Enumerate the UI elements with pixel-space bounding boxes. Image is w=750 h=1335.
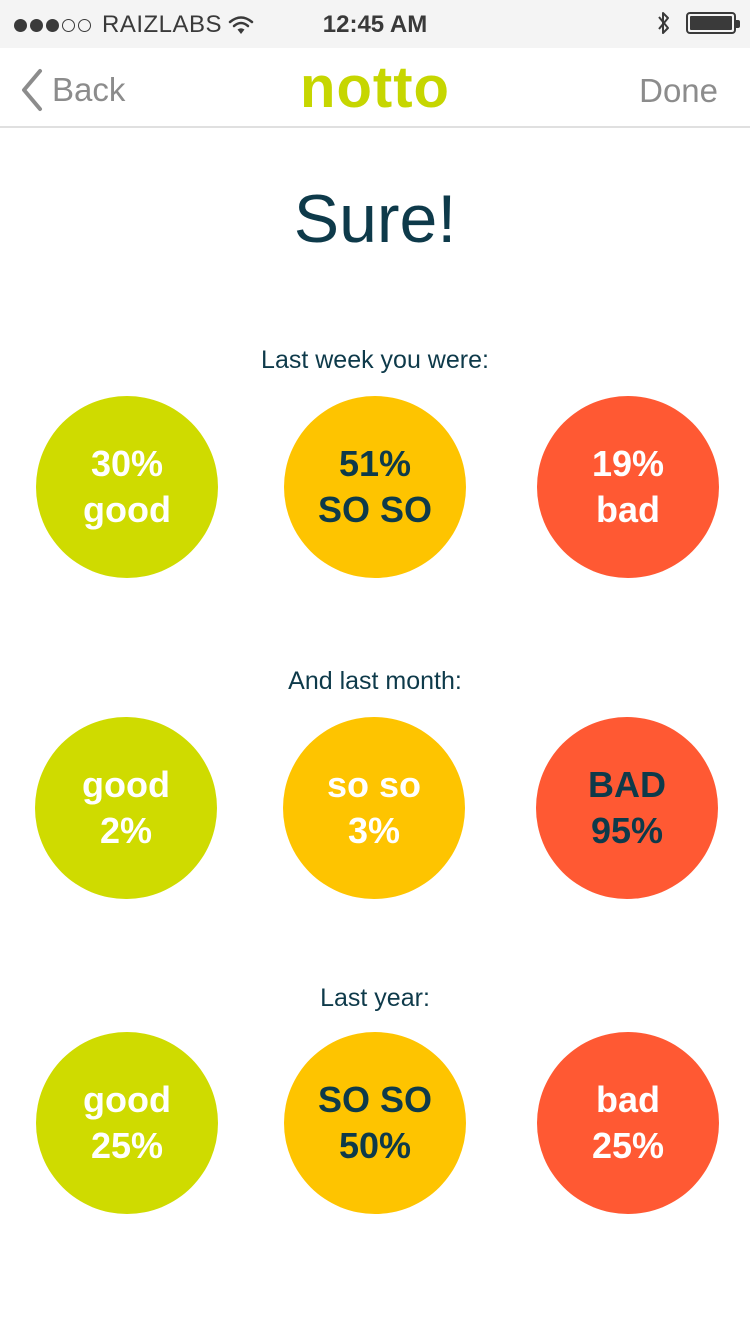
app-logo: notto — [300, 55, 450, 120]
battery-icon — [686, 12, 740, 34]
circle-line-2: 95% — [590, 810, 664, 851]
good-circle: 30% good — [36, 396, 218, 578]
circle-line-1: good — [83, 1079, 171, 1120]
section-label-last-week: Last week you were: — [261, 346, 489, 374]
status-left: RAIZLABS — [14, 11, 254, 39]
circle-line-1: BAD — [588, 764, 666, 805]
page-title: Sure! — [293, 181, 457, 257]
signal-dot — [78, 18, 91, 32]
soso-circle: so so 3% — [283, 717, 465, 899]
circle-line-1: 51% — [338, 443, 412, 484]
status-bar: RAIZLABS 12:45 AM — [0, 0, 750, 48]
circle-line-2: 3% — [347, 810, 401, 851]
signal-dot — [62, 18, 75, 32]
circle-line-1: good — [82, 764, 170, 805]
chevron-left-icon — [22, 69, 42, 111]
circle-line-2: 50% — [338, 1125, 412, 1166]
signal-dot — [46, 18, 59, 32]
battery-tip — [736, 20, 740, 28]
signal-dot — [14, 18, 27, 32]
circle-line-2: bad — [595, 489, 660, 530]
signal-dots-icon — [14, 18, 94, 32]
bluetooth-icon — [658, 12, 669, 34]
soso-circle: 51% SO SO — [284, 396, 466, 578]
status-time: 12:45 AM — [322, 11, 428, 38]
status-right — [656, 10, 740, 36]
carrier-name: RAIZLABS — [102, 11, 223, 38]
done-button[interactable]: Done — [639, 72, 718, 109]
circle-line-2: good — [83, 489, 171, 530]
circle-line-1: so so — [326, 764, 422, 805]
back-button[interactable]: Back — [20, 68, 125, 112]
nav-bar: Back notto Done — [0, 48, 750, 128]
circle-line-1: SO SO — [317, 1079, 433, 1120]
section-label-last-month: And last month: — [288, 667, 462, 695]
circle-line-2: SO SO — [317, 489, 433, 530]
bad-circle: BAD 95% — [536, 717, 718, 899]
battery-level — [690, 16, 732, 30]
bad-circle: bad 25% — [537, 1032, 719, 1214]
circle-line-2: 2% — [99, 810, 153, 851]
signal-dot — [30, 18, 43, 32]
circle-line-2: 25% — [591, 1125, 665, 1166]
good-circle: good 2% — [35, 717, 217, 899]
circle-line-1: 30% — [90, 443, 164, 484]
back-label: Back — [52, 71, 126, 108]
circle-line-1: bad — [595, 1079, 660, 1120]
circle-line-1: 19% — [591, 443, 665, 484]
section-label-last-year: Last year: — [320, 984, 430, 1012]
good-circle: good 25% — [36, 1032, 218, 1214]
bad-circle: 19% bad — [537, 396, 719, 578]
soso-circle: SO SO 50% — [284, 1032, 466, 1214]
circle-line-2: 25% — [90, 1125, 164, 1166]
wifi-icon — [228, 16, 254, 34]
